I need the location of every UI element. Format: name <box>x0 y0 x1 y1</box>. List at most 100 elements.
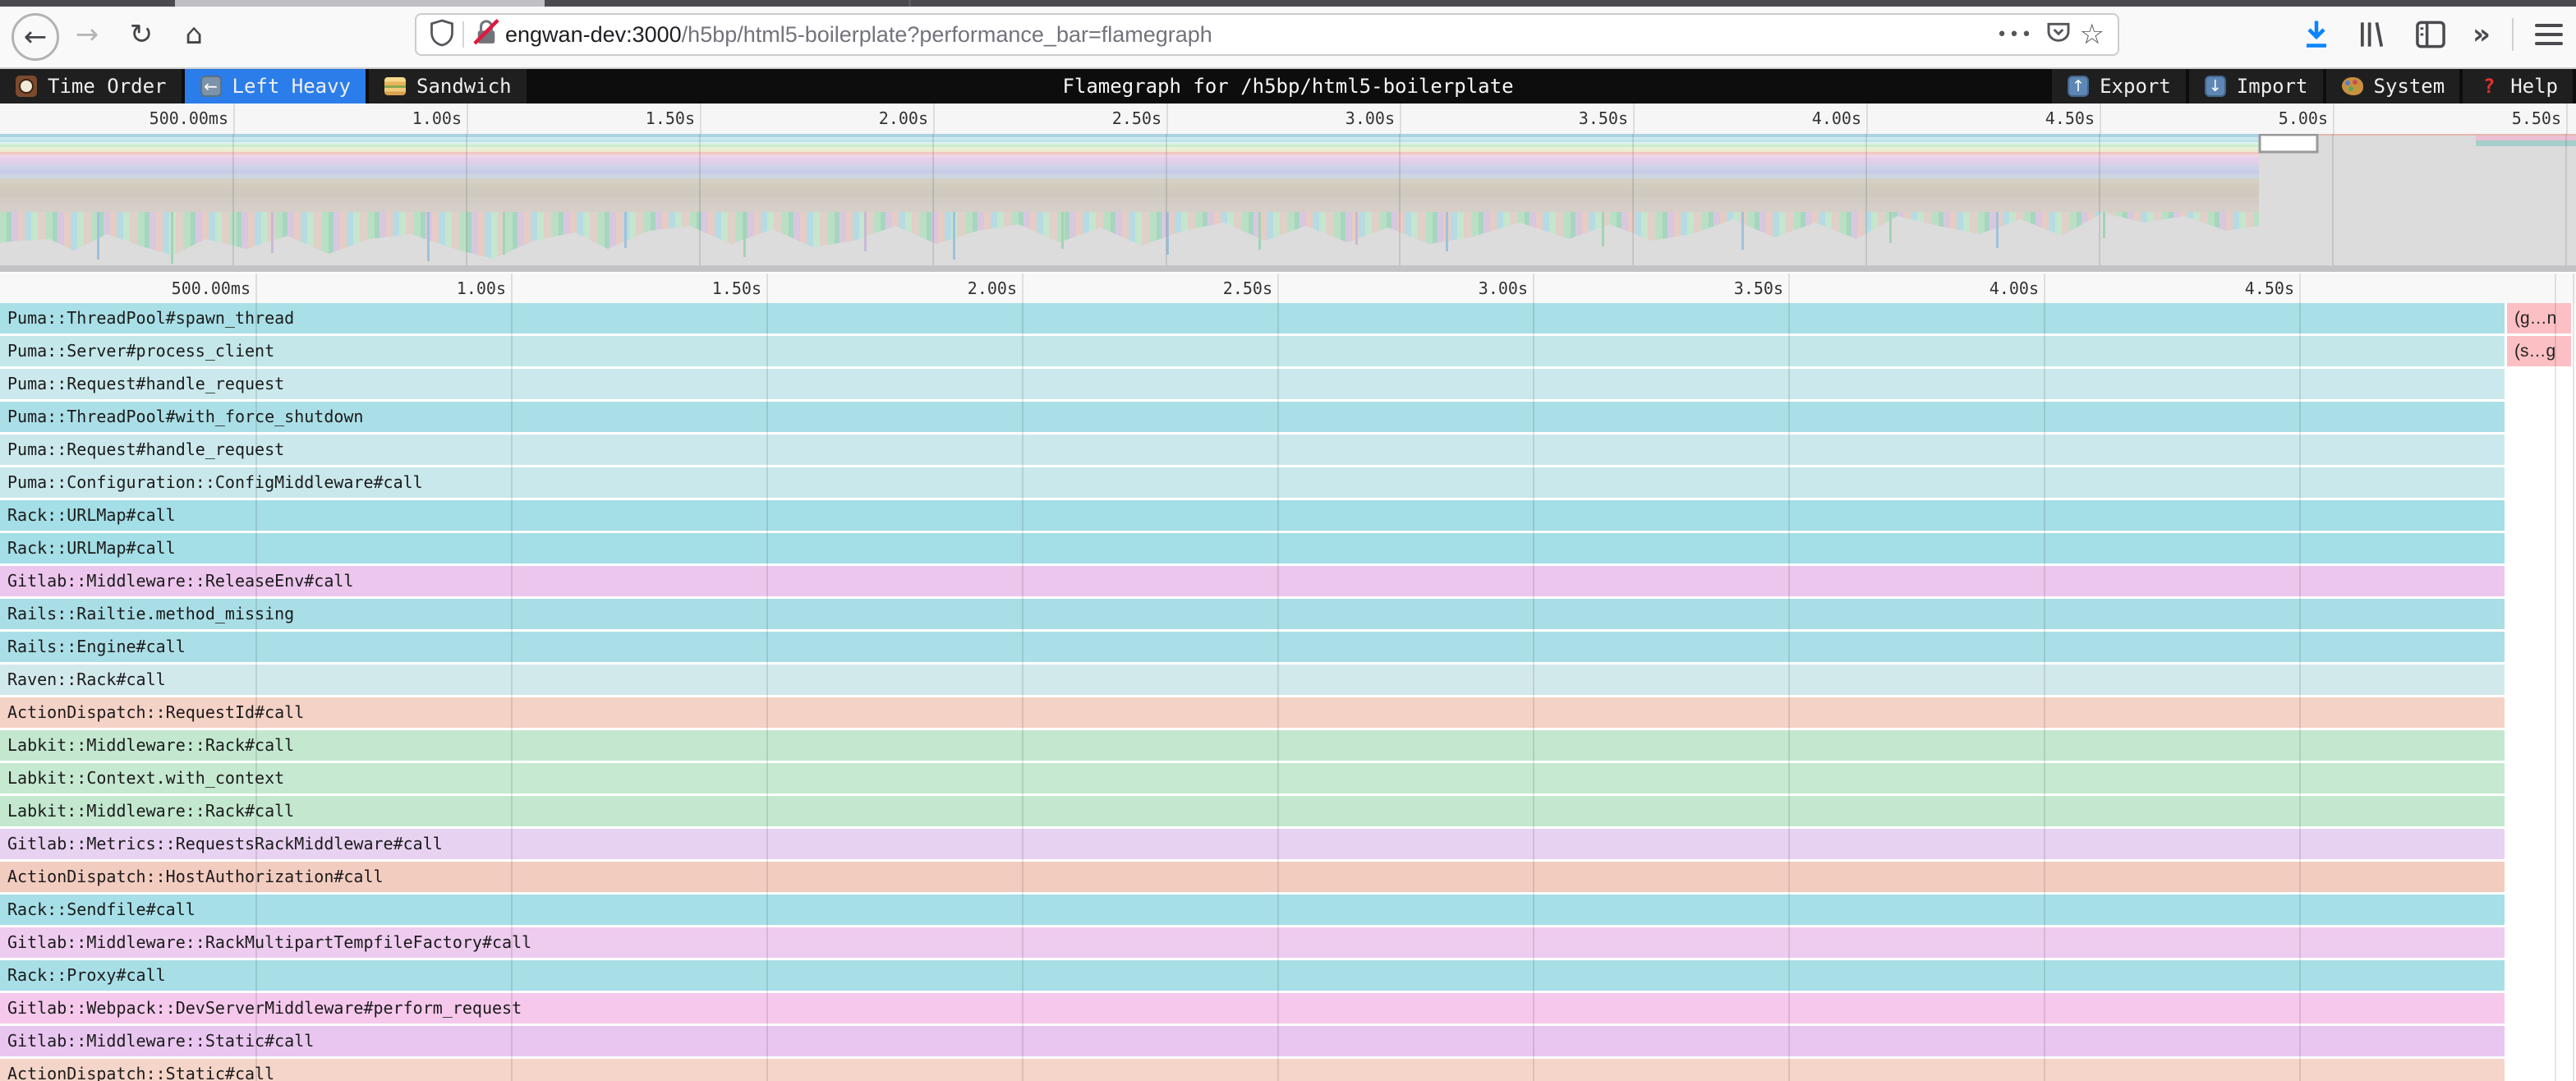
reload-button[interactable]: ↻ <box>120 13 163 56</box>
minimap-viewport[interactable] <box>2258 133 2319 154</box>
frame-label: Gitlab::Middleware::Static#call <box>7 1031 315 1051</box>
tab-left-heavy[interactable]: ← Left Heavy <box>184 69 366 104</box>
main-axis: 500.00ms 1.00s 1.50s 2.00s 2.50s 3.00s 3… <box>0 274 2576 303</box>
flame-frame[interactable]: Rack::URLMap#call <box>0 500 2505 531</box>
minimap-tick: 2.50s <box>1111 108 1162 128</box>
clock-icon <box>15 75 38 98</box>
forward-button[interactable]: → <box>66 13 108 56</box>
help-button[interactable]: ? Help <box>2463 69 2573 104</box>
frame-label: Labkit::Context.with_context <box>7 768 285 788</box>
bookmark-star-icon[interactable]: ☆ <box>2079 18 2104 51</box>
library-icon[interactable] <box>2358 19 2389 50</box>
flame-frame[interactable]: Puma::ThreadPool#with_force_shutdown <box>0 402 2505 432</box>
minimap-tick: 5.00s <box>2278 108 2328 128</box>
url-domain: engwan-dev:3000 <box>505 21 682 47</box>
frame-label: Puma::ThreadPool#spawn_thread <box>7 308 295 328</box>
export-icon: ↑ <box>2067 75 2090 98</box>
url-text[interactable]: engwan-dev:3000/h5bp/html5-boilerplate?p… <box>505 22 1985 48</box>
main-tick: 1.00s <box>456 278 506 298</box>
insecure-lock-icon[interactable] <box>472 18 500 51</box>
flame-frame[interactable]: Labkit::Middleware::Rack#call <box>0 730 2505 761</box>
frame-label: Puma::Request#handle_request <box>7 439 285 459</box>
frame-label: Puma::ThreadPool#with_force_shutdown <box>7 407 364 426</box>
flame-frame[interactable]: Gitlab::Middleware::Static#call <box>0 1026 2505 1056</box>
minimap-overview[interactable] <box>0 133 2576 265</box>
flame-frame[interactable]: Rack::Sendfile#call <box>0 895 2505 925</box>
pocket-icon[interactable] <box>2045 20 2072 49</box>
flame-frame[interactable]: Gitlab::Metrics::RequestsRackMiddleware#… <box>0 829 2505 859</box>
flame-frame[interactable]: Labkit::Context.with_context <box>0 763 2505 794</box>
minimap-tick: 5.50s <box>2511 108 2561 128</box>
flamegraph-toolbar: Time Order ← Left Heavy Sandwich Flamegr… <box>0 69 2576 104</box>
home-button[interactable]: ⌂ <box>172 13 215 56</box>
minimap-scrollbar[interactable] <box>0 265 2576 272</box>
main-tick: 500.00ms <box>171 278 251 298</box>
tab-label: Time Order <box>48 75 167 98</box>
main-tick: 4.50s <box>2244 278 2294 298</box>
export-button[interactable]: ↑ Export <box>2052 69 2186 104</box>
frame-label: Rack::Sendfile#call <box>7 899 196 919</box>
main-tick: 4.00s <box>1989 278 2039 298</box>
flame-frame[interactable]: Rack::Proxy#call <box>0 960 2505 991</box>
downloads-icon[interactable] <box>2302 18 2331 51</box>
flame-frame[interactable]: Raven::Rack#call <box>0 665 2505 695</box>
minimap-graphic <box>0 133 2576 265</box>
flame-frame[interactable]: ActionDispatch::Static#call <box>0 1059 2505 1081</box>
flame-frame[interactable]: ActionDispatch::HostAuthorization#call <box>0 862 2505 892</box>
tracking-protection-shield-icon[interactable] <box>430 19 454 50</box>
flamegraph-view[interactable]: Puma::ThreadPool#spawn_thread Puma::Serv… <box>0 303 2576 1081</box>
system-theme-button[interactable]: System <box>2325 69 2460 104</box>
sidebar-toggle-icon[interactable] <box>2415 20 2446 49</box>
flame-frame[interactable]: ActionDispatch::RequestId#call <box>0 697 2505 728</box>
frame-label: Gitlab::Middleware::RackMultipartTempfil… <box>7 932 532 952</box>
flame-frame[interactable]: Labkit::Middleware::Rack#call <box>0 796 2505 826</box>
back-icon: ← <box>23 21 48 53</box>
tab-label: Sandwich <box>416 75 512 98</box>
minimap-axis: 500.00ms 1.00s 1.50s 2.00s 2.50s 3.00s 3… <box>0 104 2576 134</box>
minimap-tick: 4.50s <box>2045 108 2095 128</box>
minimap-tick: 1.00s <box>412 108 462 128</box>
overflow-chevron-icon[interactable]: » <box>2472 18 2491 51</box>
minimap-tick: 1.50s <box>645 108 695 128</box>
frame-label: Rails::Engine#call <box>7 637 186 656</box>
flame-frame-truncated[interactable]: (g…n <box>2507 303 2571 334</box>
flame-frame[interactable]: Gitlab::Middleware::ReleaseEnv#call <box>0 566 2505 596</box>
minimap-tick: 4.00s <box>1811 108 1861 128</box>
flame-frame[interactable]: Gitlab::Middleware::RackMultipartTempfil… <box>0 927 2505 958</box>
frame-label: ActionDispatch::RequestId#call <box>7 702 305 722</box>
flame-frame[interactable]: Gitlab::Webpack::DevServerMiddleware#per… <box>0 993 2505 1024</box>
flame-frame[interactable]: Puma::Server#process_client <box>0 336 2505 366</box>
tab-label: Left Heavy <box>232 75 352 98</box>
import-button[interactable]: ↓ Import <box>2188 69 2323 104</box>
flame-frame[interactable]: Puma::ThreadPool#spawn_thread <box>0 303 2505 334</box>
frame-label: ActionDispatch::Static#call <box>7 1064 275 1081</box>
main-tick: 3.50s <box>1733 278 1783 298</box>
import-icon: ↓ <box>2204 75 2227 98</box>
active-tab-strip <box>175 0 545 7</box>
frame-label: Rack::URLMap#call <box>7 505 176 525</box>
frame-label: Puma::Server#process_client <box>7 341 275 361</box>
main-tick: 1.50s <box>711 278 761 298</box>
minimap-tick: 2.00s <box>878 108 928 128</box>
flame-frame[interactable]: Rack::URLMap#call <box>0 533 2505 564</box>
flame-frame[interactable]: Puma::Request#handle_request <box>0 435 2505 465</box>
frame-label: Gitlab::Middleware::ReleaseEnv#call <box>7 571 354 591</box>
palette-icon <box>2341 75 2364 98</box>
tab-time-order[interactable]: Time Order <box>0 69 182 104</box>
frame-label: Raven::Rack#call <box>7 669 166 689</box>
tab-sandwich[interactable]: Sandwich <box>369 69 527 104</box>
browser-tabstrip <box>0 0 2576 7</box>
main-tick: 2.50s <box>1222 278 1272 298</box>
page-actions-icon[interactable]: ••• <box>1996 24 2034 45</box>
flame-frame[interactable]: Puma::Configuration::ConfigMiddleware#ca… <box>0 467 2505 498</box>
main-tick: 2.00s <box>967 278 1017 298</box>
flame-frame[interactable]: Rails::Railtie.method_missing <box>0 599 2505 629</box>
frame-label: Puma::Request#handle_request <box>7 374 285 393</box>
flame-frame-truncated[interactable]: (s…g <box>2507 336 2571 366</box>
flame-frame[interactable]: Puma::Request#handle_request <box>0 369 2505 399</box>
flame-frame[interactable]: Rails::Engine#call <box>0 632 2505 662</box>
sandwich-icon <box>384 75 407 98</box>
back-button[interactable]: ← <box>12 13 59 61</box>
menu-hamburger-icon[interactable] <box>2535 18 2563 51</box>
url-bar[interactable]: engwan-dev:3000/h5bp/html5-boilerplate?p… <box>415 13 2119 56</box>
